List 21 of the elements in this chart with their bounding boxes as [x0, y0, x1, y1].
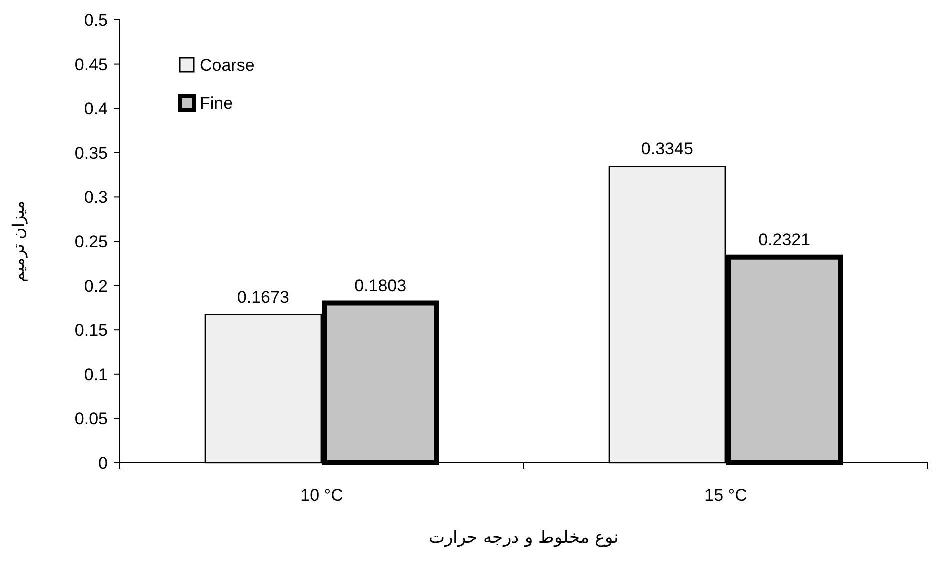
legend-label: Fine [200, 94, 234, 113]
x-axis-title: نوع مخلوط و درجه حرارت [429, 528, 619, 548]
y-tick-label: 0.05 [74, 410, 108, 429]
y-tick-label: 0.15 [74, 321, 108, 340]
y-tick-label: 0 [98, 454, 108, 473]
y-tick-label: 0.5 [84, 10, 108, 30]
legend-label: Coarse [200, 56, 255, 75]
data-label: 0.1803 [354, 276, 407, 296]
x-tick-label: 10 °C [300, 486, 344, 505]
data-label: 0.1673 [237, 288, 290, 307]
y-tick-label: 0.3 [84, 188, 108, 208]
y-tick-label: 0.1 [84, 365, 108, 384]
y-tick-label: 0.35 [74, 144, 108, 163]
y-tick-label: 0.45 [74, 55, 108, 74]
y-tick-label: 0.4 [84, 100, 108, 119]
x-tick-label: 15 °C [704, 486, 748, 505]
y-tick-label: 0.2 [84, 276, 108, 296]
y-tick-label: 0.25 [74, 232, 108, 252]
y-axis-title: میزان ترمیم [9, 200, 28, 283]
data-label: 0.3345 [641, 140, 694, 159]
data-label: 0.2321 [758, 230, 811, 250]
